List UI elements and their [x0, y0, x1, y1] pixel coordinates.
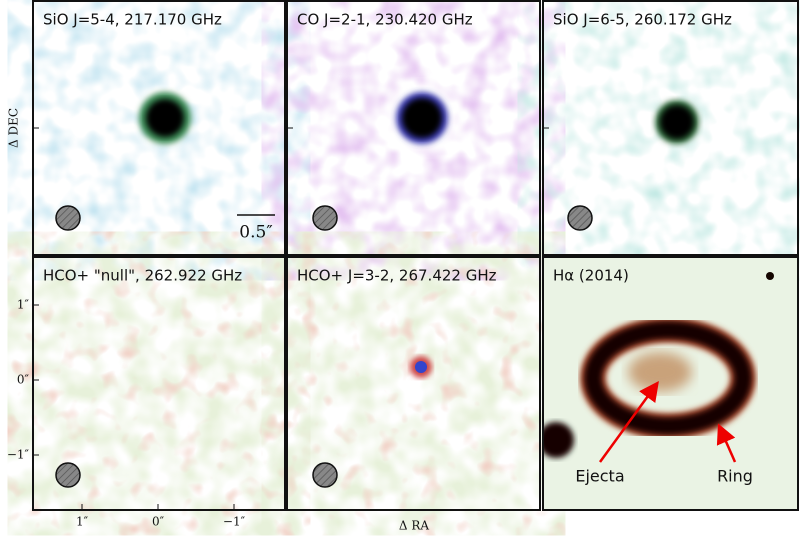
- panel-title: SiO J=6-5, 260.172 GHz: [553, 11, 732, 29]
- panel-title: HCO+ J=3-2, 267.422 GHz: [297, 267, 497, 285]
- y-axis-label: Δ DEC: [7, 108, 21, 148]
- panel-title: Hα (2014): [553, 267, 629, 285]
- x-tick-label: 0″: [152, 515, 165, 529]
- x-axis-label: Δ RA: [399, 519, 430, 533]
- x-tick-label: 1″: [76, 515, 89, 529]
- y-tick-label: 1″: [17, 298, 30, 312]
- annotation: Ring: [717, 467, 753, 486]
- annotation: Ejecta: [575, 467, 624, 486]
- panel-title: SiO J=5-4, 217.170 GHz: [43, 11, 222, 29]
- panel-title: HCO+ "null", 262.922 GHz: [43, 267, 242, 285]
- panel-titles: SiO J=5-4, 217.170 GHz CO J=2-1, 230.420…: [43, 11, 732, 285]
- y-tick-label: −1″: [7, 448, 30, 462]
- panel-title: CO J=2-1, 230.420 GHz: [297, 11, 473, 29]
- tick-marks: [33, 127, 549, 510]
- annotation-arrow: [598, 380, 659, 463]
- scale-label: 0.5″: [239, 223, 272, 243]
- annotation-arrow: [716, 423, 737, 463]
- beam-markers: [55, 205, 593, 488]
- x-tick-label: −1″: [223, 515, 246, 529]
- y-tick-label: 0″: [17, 373, 30, 387]
